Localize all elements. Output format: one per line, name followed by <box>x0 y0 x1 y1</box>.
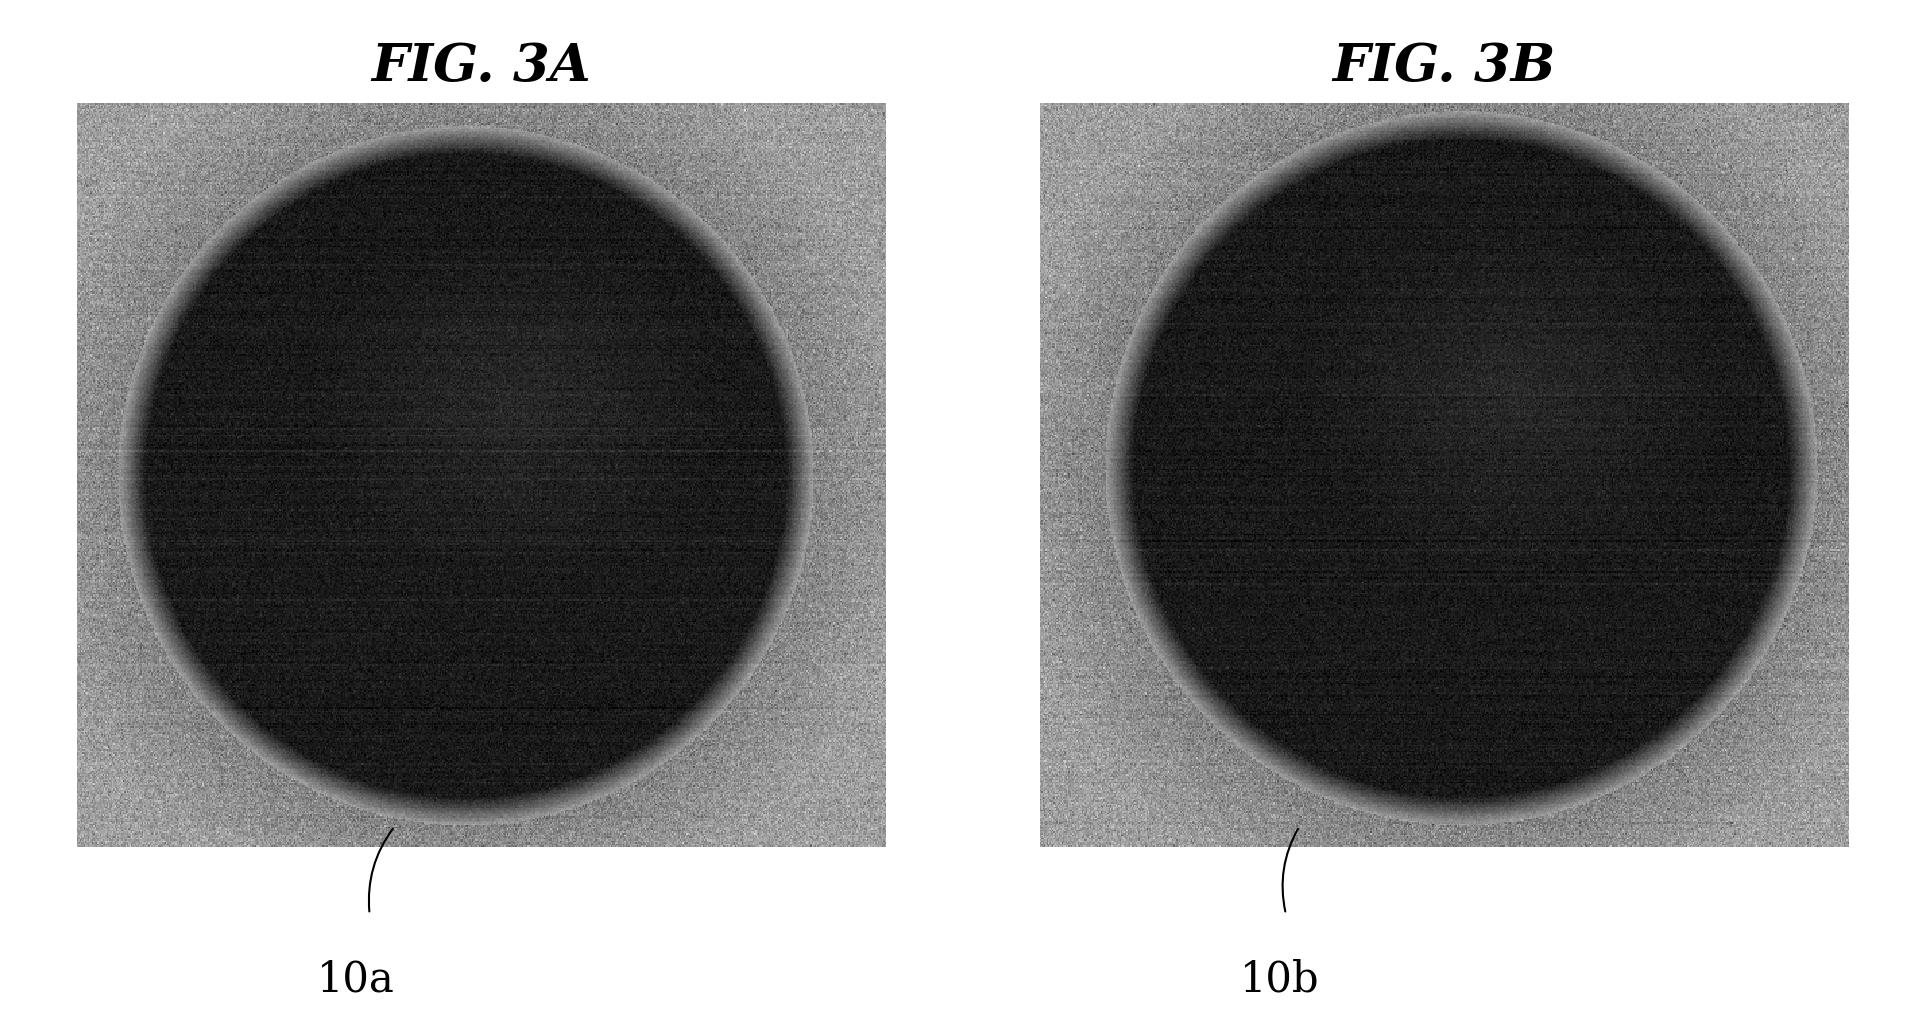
Text: 10a: 10a <box>318 959 395 1001</box>
Text: 10b: 10b <box>1240 959 1321 1001</box>
Text: FIG. 3A: FIG. 3A <box>372 41 591 92</box>
Text: FIG. 3B: FIG. 3B <box>1332 41 1555 92</box>
